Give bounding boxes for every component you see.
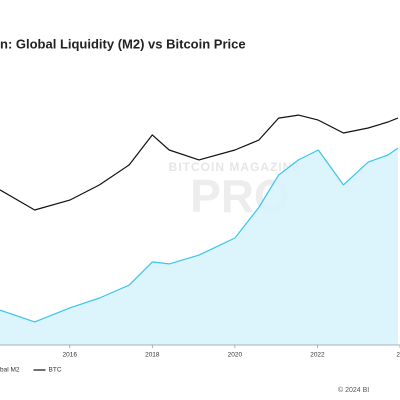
x-tick-label: 20 — [396, 352, 400, 359]
legend-label: bal M2 — [0, 367, 20, 374]
line — [0, 114, 399, 211]
x-tick-label: 2016 — [63, 352, 78, 359]
chart-title: n: Global Liquidity (M2) vs Bitcoin Pric… — [0, 36, 246, 51]
footer: © 2024 BI — [338, 386, 369, 394]
x-tick-label: 2018 — [145, 352, 160, 359]
legend-label: BTC — [49, 367, 62, 374]
watermark: BITCOIN MAGAZINE — [169, 160, 302, 174]
x-tick-label: 2020 — [228, 352, 243, 359]
x-tick-label: 2022 — [310, 352, 325, 359]
line — [0, 147, 399, 323]
area — [0, 148, 398, 345]
